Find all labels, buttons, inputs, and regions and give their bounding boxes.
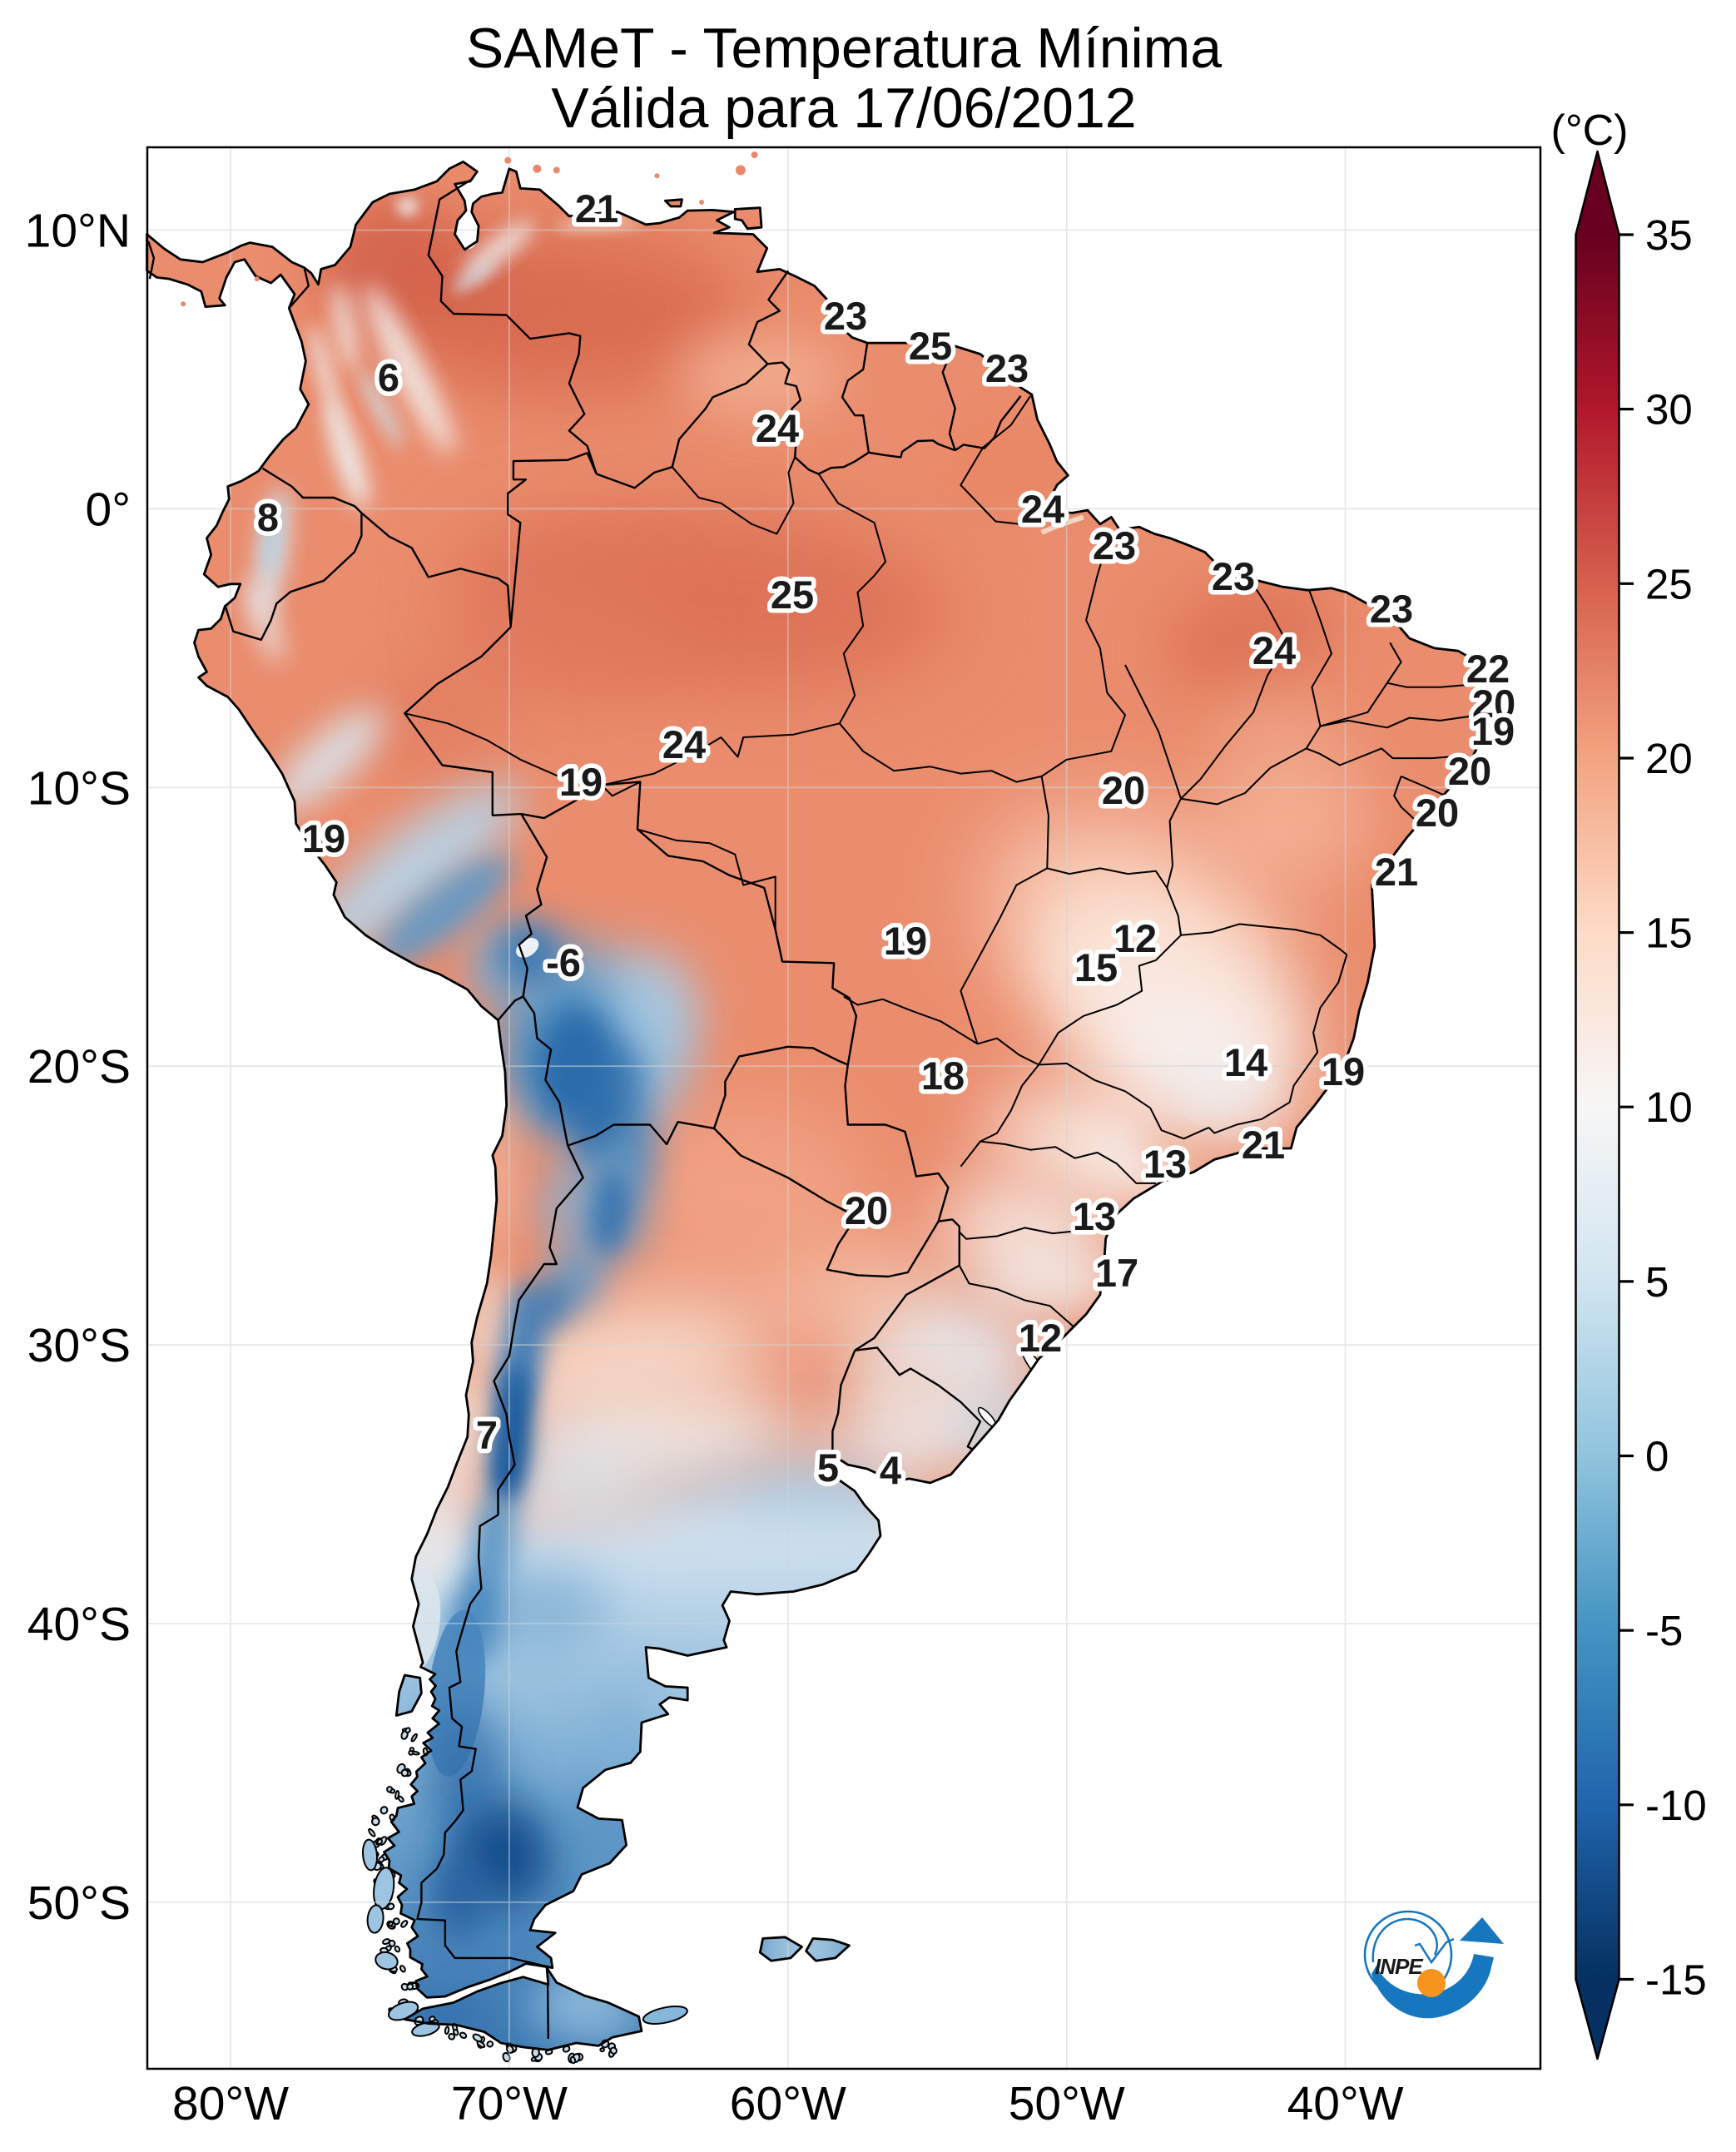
svg-text:19: 19 (1322, 1049, 1365, 1093)
svg-text:30°S: 30°S (27, 1319, 131, 1372)
svg-text:20: 20 (1102, 768, 1145, 812)
svg-text:-5: -5 (1645, 1607, 1683, 1654)
svg-text:15: 15 (1645, 910, 1693, 957)
svg-text:24: 24 (1252, 628, 1296, 672)
svg-text:5: 5 (817, 1445, 839, 1490)
svg-text:23: 23 (1212, 554, 1255, 598)
svg-text:0: 0 (1645, 1433, 1669, 1480)
svg-text:18: 18 (921, 1054, 965, 1098)
svg-text:24: 24 (1021, 487, 1064, 531)
svg-text:7: 7 (476, 1413, 498, 1457)
svg-text:12: 12 (1114, 916, 1157, 960)
svg-text:20: 20 (845, 1188, 888, 1232)
svg-text:35: 35 (1645, 211, 1693, 259)
svg-text:23: 23 (985, 346, 1029, 390)
svg-text:23: 23 (1093, 523, 1136, 568)
svg-text:25: 25 (909, 324, 952, 368)
svg-text:19: 19 (559, 760, 603, 804)
svg-text:0°: 0° (86, 483, 131, 536)
svg-text:20: 20 (1416, 791, 1459, 835)
svg-text:-15: -15 (1645, 1956, 1707, 2004)
svg-text:13: 13 (1143, 1142, 1187, 1186)
svg-text:50°W: 50°W (1009, 2077, 1125, 2130)
svg-text:4: 4 (880, 1448, 901, 1492)
svg-text:23: 23 (824, 294, 867, 338)
svg-text:25: 25 (771, 573, 814, 617)
svg-text:6: 6 (378, 355, 399, 399)
svg-text:-6: -6 (546, 940, 581, 984)
svg-text:50°S: 50°S (27, 1877, 131, 1930)
svg-text:SAMeT - Temperatura Mínima: SAMeT - Temperatura Mínima (466, 17, 1222, 80)
svg-text:60°W: 60°W (730, 2077, 846, 2130)
svg-text:17: 17 (1095, 1251, 1138, 1295)
svg-text:19: 19 (302, 816, 345, 860)
svg-text:22: 22 (1466, 647, 1510, 691)
svg-text:8: 8 (257, 495, 279, 539)
svg-text:INPE: INPE (1375, 1954, 1423, 1979)
svg-text:80°W: 80°W (172, 2077, 289, 2130)
svg-text:70°W: 70°W (451, 2077, 568, 2130)
svg-text:24: 24 (662, 722, 706, 766)
svg-text:(°C): (°C) (1551, 107, 1629, 155)
svg-text:10°N: 10°N (25, 205, 131, 258)
svg-text:19: 19 (1471, 709, 1515, 753)
svg-text:24: 24 (756, 406, 799, 450)
svg-text:5: 5 (1645, 1258, 1669, 1306)
svg-text:10°S: 10°S (27, 761, 131, 815)
svg-text:40°W: 40°W (1287, 2077, 1404, 2130)
svg-text:21: 21 (575, 186, 618, 231)
svg-text:25: 25 (1645, 560, 1693, 607)
svg-text:13: 13 (1073, 1194, 1116, 1238)
svg-text:-10: -10 (1645, 1782, 1707, 1829)
svg-text:14: 14 (1224, 1040, 1267, 1084)
svg-text:20: 20 (1472, 682, 1515, 726)
svg-text:20°S: 20°S (27, 1040, 131, 1093)
svg-text:30: 30 (1645, 386, 1693, 434)
svg-text:15: 15 (1074, 945, 1118, 989)
svg-text:23: 23 (1370, 587, 1413, 631)
svg-text:10: 10 (1645, 1083, 1693, 1131)
svg-text:40°S: 40°S (27, 1598, 131, 1651)
svg-text:20: 20 (1645, 735, 1693, 782)
svg-text:19: 19 (884, 919, 927, 963)
svg-text:21: 21 (1375, 850, 1418, 894)
svg-text:Válida para 17/06/2012: Válida para 17/06/2012 (551, 77, 1136, 140)
svg-text:12: 12 (1019, 1316, 1062, 1360)
svg-text:21: 21 (1242, 1123, 1285, 1167)
svg-text:20: 20 (1448, 749, 1491, 793)
